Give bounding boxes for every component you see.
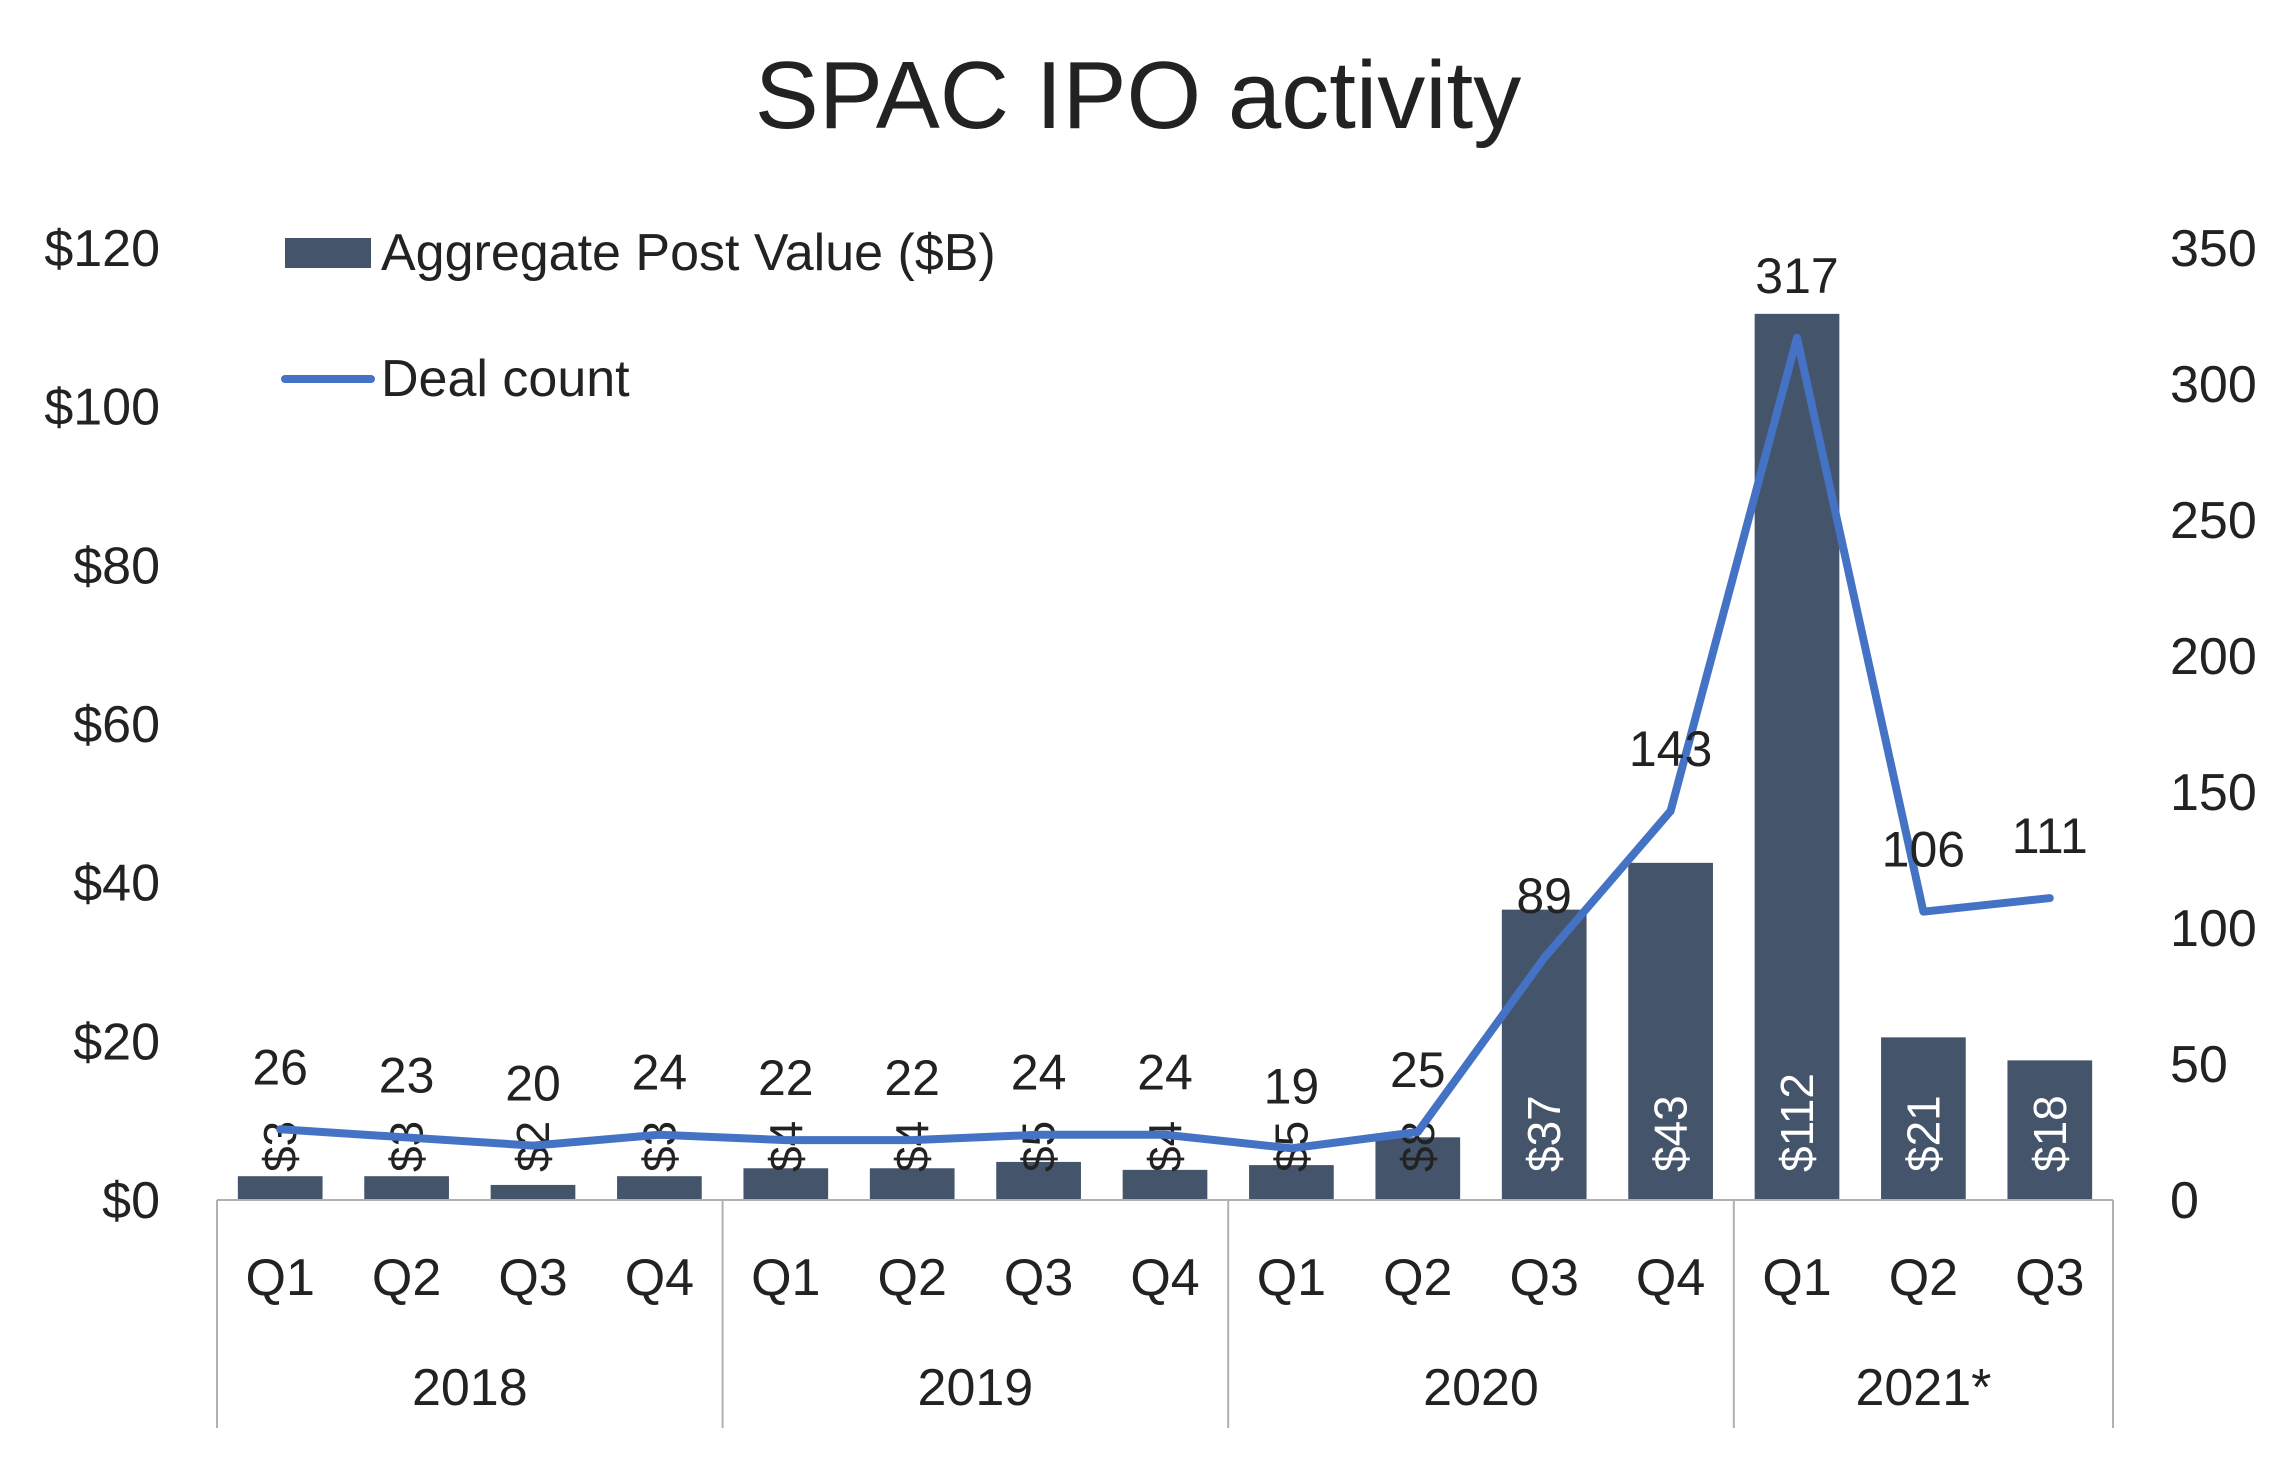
deal-count-label: 19 [1264, 1058, 1320, 1114]
left-tick-label: $120 [44, 220, 160, 278]
quarter-label: Q2 [372, 1249, 441, 1307]
deal-count-label: 24 [1137, 1045, 1193, 1101]
deal-count-label: 111 [2012, 808, 2088, 864]
bar-value-label: $4 [760, 1121, 812, 1172]
left-tick-label: $0 [102, 1172, 160, 1230]
bar [996, 1161, 1081, 1200]
deal-count-series: 26 23 20 24 22 22 24 24 19 25 89 143 317 106 111 [252, 248, 2088, 1153]
left-tick-label: $20 [73, 1013, 160, 1071]
right-y-axis: 0 50 100 150 200 250 300 350 [2170, 220, 2257, 1230]
bar [1122, 1169, 1208, 1200]
deal-count-point [2046, 895, 2053, 902]
bar-value-label: $3 [633, 1121, 685, 1172]
deal-count-label: 24 [1011, 1045, 1067, 1101]
deal-count-label: 26 [252, 1039, 308, 1095]
deal-count-label: 25 [1390, 1042, 1446, 1098]
bar [237, 1176, 323, 1200]
bar-value-label: $37 [1518, 1095, 1570, 1172]
quarter-label: Q3 [2015, 1249, 2084, 1307]
quarter-label: Q3 [498, 1249, 567, 1307]
deal-count-point [1920, 908, 1927, 915]
bar-value-label: $43 [1645, 1095, 1697, 1172]
quarter-label: Q4 [1636, 1249, 1705, 1307]
bar [2007, 1060, 2093, 1200]
legend-label-post-value: Aggregate Post Value ($B) [381, 224, 996, 282]
year-label: 2018 [412, 1359, 528, 1417]
left-y-axis: $0 $20 $40 $60 $80 $100 $120 [44, 220, 160, 1230]
x-axis: Q1 Q2 Q3 Q4 Q1 Q2 Q3 Q4 Q1 Q2 Q3 Q4 Q1 Q2 Q3 2018 2019 20… [216, 1199, 2114, 1428]
bar [617, 1176, 702, 1200]
quarter-label: Q4 [1130, 1249, 1199, 1307]
bar [869, 1168, 955, 1200]
quarter-label: Q1 [1257, 1249, 1326, 1307]
quarter-label: Q2 [1889, 1249, 1958, 1307]
deal-count-point [1035, 1131, 1042, 1138]
deal-count-label: 22 [884, 1050, 940, 1106]
deal-count-point [1288, 1145, 1295, 1152]
legend-bar-swatch [285, 238, 371, 268]
bar-value-label: $4 [886, 1121, 938, 1172]
quarter-label: Q1 [246, 1249, 315, 1307]
deal-count-label: 317 [1755, 248, 1838, 304]
bar [1881, 1037, 1966, 1200]
deal-count-point [1541, 954, 1548, 961]
deal-count-point [277, 1126, 284, 1133]
left-tick-label: $40 [73, 855, 160, 913]
bar-value-label: $18 [2024, 1095, 2076, 1172]
quarter-label: Q1 [751, 1249, 820, 1307]
bar-value-label: $4 [1139, 1121, 1191, 1172]
bar [490, 1184, 576, 1200]
legend: Aggregate Post Value ($B) Deal count [281, 224, 996, 408]
deal-count-point [1162, 1131, 1168, 1138]
deal-count-label: 143 [1629, 721, 1712, 777]
bar-value-label: $21 [1897, 1095, 1949, 1172]
deal-count-label: 23 [379, 1047, 435, 1103]
right-tick-label: 300 [2170, 356, 2257, 414]
bar [743, 1168, 829, 1200]
deal-count-label: 24 [632, 1045, 688, 1101]
bar-value-label: $3 [381, 1121, 433, 1172]
right-tick-label: 50 [2170, 1036, 2228, 1094]
right-tick-label: 100 [2170, 900, 2257, 958]
right-tick-label: 200 [2170, 628, 2257, 686]
deal-count-point [1667, 808, 1674, 815]
bar [1249, 1165, 1334, 1200]
deal-count-label: 106 [1882, 822, 1965, 878]
deal-count-point [909, 1137, 916, 1144]
bar-value-label: $112 [1771, 1073, 1823, 1172]
right-tick-label: 250 [2170, 492, 2257, 550]
deal-count-point [1794, 334, 1800, 341]
deal-count-point [530, 1142, 536, 1149]
bar [364, 1176, 449, 1200]
bar-value-label: $5 [1013, 1121, 1065, 1172]
year-label: 2020 [1423, 1359, 1539, 1417]
deal-count-point [782, 1137, 789, 1144]
deal-count-point [1414, 1129, 1421, 1135]
left-tick-label: $100 [44, 379, 160, 437]
chart-title: SPAC IPO activity [755, 42, 1521, 149]
quarter-label: Q1 [1762, 1249, 1831, 1307]
left-tick-label: $80 [73, 537, 160, 595]
bar [1375, 1137, 1461, 1200]
left-tick-label: $60 [73, 696, 160, 754]
quarter-label: Q3 [1510, 1249, 1579, 1307]
year-label: 2019 [918, 1359, 1034, 1417]
year-label: 2021* [1855, 1359, 1991, 1417]
deal-count-label: 22 [758, 1050, 814, 1106]
right-tick-label: 150 [2170, 764, 2257, 822]
deal-count-label: 20 [505, 1056, 561, 1112]
quarter-label: Q2 [878, 1249, 947, 1307]
bar [1628, 862, 1713, 1200]
right-tick-label: 350 [2170, 220, 2257, 278]
quarter-label: Q4 [625, 1249, 694, 1307]
quarter-label: Q3 [1004, 1249, 1073, 1307]
deal-count-label: 89 [1516, 868, 1572, 924]
legend-label-deal-count: Deal count [381, 350, 630, 408]
quarter-label: Q2 [1383, 1249, 1452, 1307]
right-tick-label: 0 [2170, 1172, 2199, 1230]
deal-count-point [403, 1134, 410, 1141]
deal-count-point [656, 1131, 663, 1138]
